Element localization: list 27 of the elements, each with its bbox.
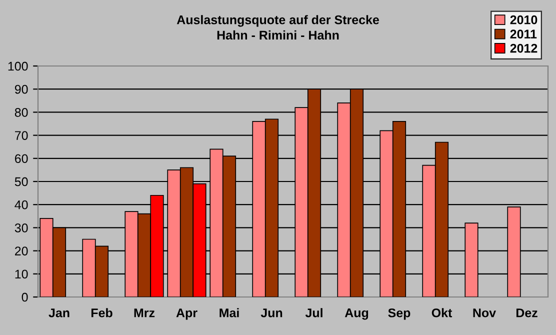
y-tick-label: 20	[15, 246, 28, 256]
y-tick-label: 10	[15, 270, 28, 279]
y-tick-label: 60	[15, 154, 28, 164]
chart-title: Auslastungsquote auf der Strecke Hahn - Rimini - Hahn	[176, 15, 379, 40]
x-tick-label: Mai	[220, 308, 239, 318]
y-tick-label: 70	[15, 131, 28, 140]
y-tick-label: 40	[14, 200, 28, 210]
y-tick-label: 80	[14, 108, 28, 117]
x-tick-label: Feb	[91, 308, 112, 318]
x-tick-label: Jul	[305, 308, 322, 318]
y-tick-label: 0	[22, 292, 28, 302]
x-tick-label: Okt	[432, 308, 452, 318]
x-tick-label: Nov	[473, 308, 496, 318]
x-tick-label: Apr	[176, 308, 198, 320]
x-tick-label: Jan	[48, 308, 70, 318]
x-tick-label: Jun	[260, 308, 282, 318]
legend-label: 2010	[510, 15, 538, 24]
x-tick-label: Sep	[388, 308, 410, 320]
y-tick-label: 50	[14, 177, 28, 186]
y-tick-label: 100	[8, 62, 28, 71]
x-tick-label: Dez	[516, 308, 538, 318]
y-tick-label: 90	[14, 84, 28, 94]
y-tick-label: 30	[14, 224, 28, 232]
legend-label: 2011	[510, 30, 537, 38]
legend-label: 2012	[510, 44, 538, 53]
x-tick-label: Mrz	[134, 308, 155, 318]
x-tick-label: Aug	[344, 308, 368, 320]
